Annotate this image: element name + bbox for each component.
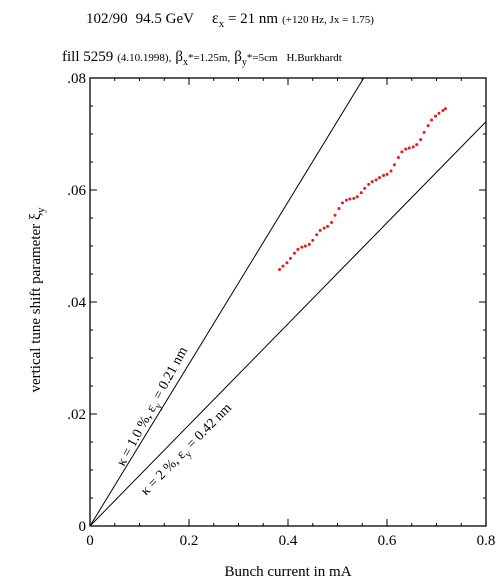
energy-label: 94.5 GeV [135, 11, 194, 27]
reference-line-1 [89, 77, 365, 527]
y-axis-label: vertical tune shift parameter ξy [27, 207, 47, 393]
emittance-value: = 21 nm [224, 11, 279, 27]
x-axis-label: Bunch current in mA [224, 564, 351, 580]
tune-shift-point [278, 268, 282, 272]
tune-shift-point [407, 146, 411, 150]
tune-shift-point [330, 220, 334, 224]
fill-date: (4.10.1998), [117, 52, 172, 64]
tune-shift-point [300, 245, 304, 249]
tune-shift-point [281, 264, 285, 268]
x-tick-label: 0.8 [477, 533, 496, 549]
plot-frame [89, 77, 487, 527]
tune-shift-point [355, 195, 359, 199]
tune-shift-point [318, 228, 322, 232]
tune-shift-point [311, 238, 315, 242]
tune-shift-point [392, 163, 396, 167]
beta-x-subscript: x [182, 57, 188, 69]
tune-note: (+120 Hz, Jx = 1.75) [282, 14, 374, 26]
x-tick-label: 0 [86, 533, 94, 549]
header-line-2: fill 5259 (4.10.1998), βx*=1.25m, βy*=5c… [62, 48, 342, 68]
beta-y-subscript: y [241, 57, 247, 69]
tune-shift-point [315, 233, 319, 237]
tune-shift-point [400, 150, 404, 154]
emittance-subscript: x [218, 18, 225, 31]
reference-line-2 [89, 121, 487, 527]
x-tick-label: 0.6 [378, 533, 397, 549]
tune-shift-point [370, 180, 374, 184]
y-tick-label: .02 [67, 407, 86, 423]
tune-shift-point [348, 197, 352, 201]
tune-shift-point [415, 143, 419, 147]
tune-shift-point [292, 251, 296, 255]
header-line-1: 102/90 94.5 GeV εx = 21 nm (+120 Hz, Jx … [86, 10, 374, 30]
tune-shift-point [326, 224, 330, 228]
tune-shift-point [337, 206, 341, 210]
tune-shift-point [437, 111, 441, 115]
tune-shift-point [419, 138, 423, 142]
x-tick-label: 0.4 [279, 533, 298, 549]
beta-x-value: *=1.25m, [187, 52, 231, 64]
author-label: H.Burkhardt [286, 52, 342, 64]
tune-shift-point [404, 147, 408, 151]
tune-shift-point [385, 172, 389, 176]
tune-shift-point [441, 108, 445, 112]
x-tick-label: 0.2 [180, 533, 199, 549]
tune-shift-point [340, 201, 344, 205]
tune-shift-point [285, 261, 289, 265]
y-tick-label: 0 [79, 519, 87, 535]
beta-y-value: *=5cm [246, 52, 278, 64]
tune-shift-point [382, 173, 386, 177]
y-tick-label: .06 [67, 183, 86, 199]
tune-shift-point [374, 178, 378, 182]
beta-y-symbol: β [234, 49, 242, 65]
tune-shift-point [307, 242, 311, 246]
emittance-symbol: ε [212, 10, 219, 27]
tune-shift-point [322, 226, 326, 230]
tune-shift-point [426, 124, 430, 128]
tune-shift-point [396, 156, 400, 160]
tune-shift-point [303, 244, 307, 248]
fill-label: fill 5259 [62, 49, 114, 65]
tune-shift-point [367, 182, 371, 186]
tune-shift-point [389, 169, 393, 173]
y-tick-label: .04 [67, 295, 86, 311]
tune-shift-point [296, 247, 300, 251]
tune-shift-point [344, 198, 348, 202]
tune-shift-point [359, 191, 363, 195]
tune-shift-point [363, 186, 367, 190]
tune-shift-point [411, 145, 415, 149]
tune-shift-point [333, 213, 337, 217]
tune-shift-point [430, 118, 434, 122]
tune-shift-point [422, 130, 426, 134]
tune-shift-point [443, 107, 447, 111]
tune-shift-point [288, 256, 292, 260]
tune-shift-point [378, 176, 382, 180]
beta-x-symbol: β [175, 49, 183, 65]
optics-label: 102/90 [86, 11, 128, 27]
tune-shift-point [434, 114, 438, 118]
y-tick-label: .08 [67, 71, 86, 87]
tune-shift-point [352, 196, 356, 200]
